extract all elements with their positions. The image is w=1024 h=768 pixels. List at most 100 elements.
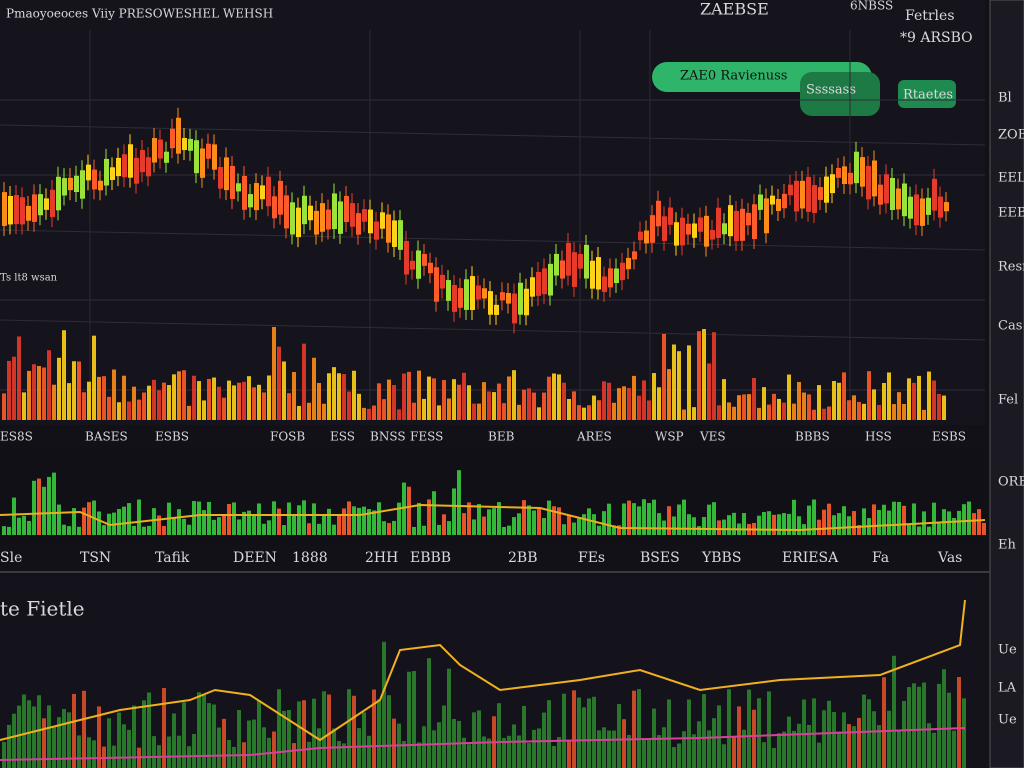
- pill-label[interactable]: Rtaetes: [903, 88, 953, 103]
- volume-bar: [862, 403, 866, 420]
- volume-bar: [822, 408, 826, 420]
- volume-bar: [237, 382, 241, 420]
- bottom-bar: [392, 718, 396, 768]
- volume-bar: [737, 395, 741, 420]
- mid-bar: [712, 502, 716, 535]
- bottom-bar: [27, 700, 31, 768]
- volume-bar: [827, 406, 831, 420]
- bottom-bar: [417, 742, 421, 768]
- candle: [428, 262, 433, 274]
- mid-bar: [967, 501, 971, 535]
- mid-bar: [477, 504, 481, 535]
- volume-bar: [592, 395, 596, 420]
- candle: [704, 215, 709, 247]
- mid-bar: [552, 506, 556, 535]
- volume-bar: [897, 392, 901, 420]
- candle: [488, 291, 493, 315]
- mid-bar: [137, 499, 141, 535]
- mid-bar: [522, 500, 526, 535]
- bottom-bar: [777, 733, 781, 768]
- volume-bar: [547, 376, 551, 420]
- mid-bar: [117, 509, 121, 535]
- grid-line: [0, 319, 986, 341]
- volume-bar: [97, 376, 101, 420]
- volume-bar: [457, 384, 461, 420]
- candle: [134, 157, 139, 184]
- mid-bar: [507, 525, 511, 535]
- mid-bar: [417, 502, 421, 535]
- mid-bar: [162, 525, 166, 535]
- volume-bar: [802, 392, 806, 420]
- bottom-bar: [182, 702, 186, 768]
- bottom-bar: [97, 706, 101, 768]
- volume-bar: [112, 369, 116, 420]
- bottom-bar: [667, 699, 671, 768]
- pill[interactable]: Ssssass: [800, 72, 880, 116]
- mid-bar: [472, 519, 476, 535]
- pill[interactable]: Rtaetes: [898, 80, 956, 108]
- bottom-bar: [172, 713, 176, 768]
- bottom-bar: [167, 736, 171, 768]
- bottom-bar: [197, 692, 201, 768]
- candle: [32, 194, 37, 222]
- pill-bg[interactable]: [800, 72, 880, 116]
- axis-label: Sle: [0, 550, 22, 566]
- bottom-bar: [42, 718, 46, 768]
- volume-bar: [322, 403, 326, 420]
- bottom-bar: [607, 730, 611, 768]
- axis-label: FESS: [410, 430, 443, 444]
- candle: [584, 244, 589, 279]
- candle: [848, 172, 853, 185]
- volume-bar: [362, 407, 366, 420]
- mid-bar: [597, 525, 601, 535]
- candle: [926, 197, 931, 215]
- bottom-bar: [957, 677, 961, 768]
- volume-bar: [632, 375, 636, 420]
- mid-bar: [722, 519, 726, 535]
- mid-bar: [12, 497, 16, 535]
- pill-bg[interactable]: [898, 80, 956, 108]
- mid-bar: [467, 502, 471, 535]
- candle: [722, 223, 727, 235]
- volume-bar: [567, 398, 571, 420]
- volume-bar: [352, 370, 356, 420]
- candle: [374, 221, 379, 240]
- mid-bar: [57, 504, 61, 535]
- candle: [314, 210, 319, 235]
- sidebar-label: Ue: [998, 713, 1017, 728]
- mid-bar: [262, 523, 266, 535]
- bottom-bar: [687, 699, 691, 768]
- candle: [644, 230, 649, 244]
- bottom-bar: [837, 731, 841, 768]
- bottom-bar: [502, 737, 506, 768]
- bottom-bar: [842, 712, 846, 768]
- volume-bar: [152, 379, 156, 420]
- bottom-bar: [412, 671, 416, 768]
- volume-bar: [217, 386, 221, 420]
- mid-bar: [192, 501, 196, 535]
- bottom-bar: [747, 689, 751, 768]
- volume-bar: [752, 377, 756, 420]
- pill-label[interactable]: Ssssass: [806, 83, 856, 98]
- bottom-bar: [772, 747, 776, 768]
- mid-bar: [682, 499, 686, 535]
- pill-label[interactable]: ZAE0 Ravienuss: [680, 69, 787, 84]
- bottom-bar: [617, 704, 621, 768]
- volume-bar: [872, 389, 876, 420]
- bottom-bar: [347, 689, 351, 768]
- axis-label: BEB: [488, 430, 515, 444]
- volume-bar: [677, 351, 681, 420]
- mid-bar: [17, 517, 21, 535]
- candle: [476, 285, 481, 300]
- mid-bar: [332, 524, 336, 535]
- axis-label: WSP: [655, 430, 684, 444]
- mid-bar: [402, 482, 406, 535]
- bottom-bar: [132, 705, 136, 768]
- bottom-bar: [912, 683, 916, 768]
- candle: [116, 157, 121, 177]
- sidebar-label: LA: [998, 681, 1017, 696]
- bottom-bar: [357, 728, 361, 768]
- bottom-bar: [727, 689, 731, 768]
- candle: [410, 260, 415, 270]
